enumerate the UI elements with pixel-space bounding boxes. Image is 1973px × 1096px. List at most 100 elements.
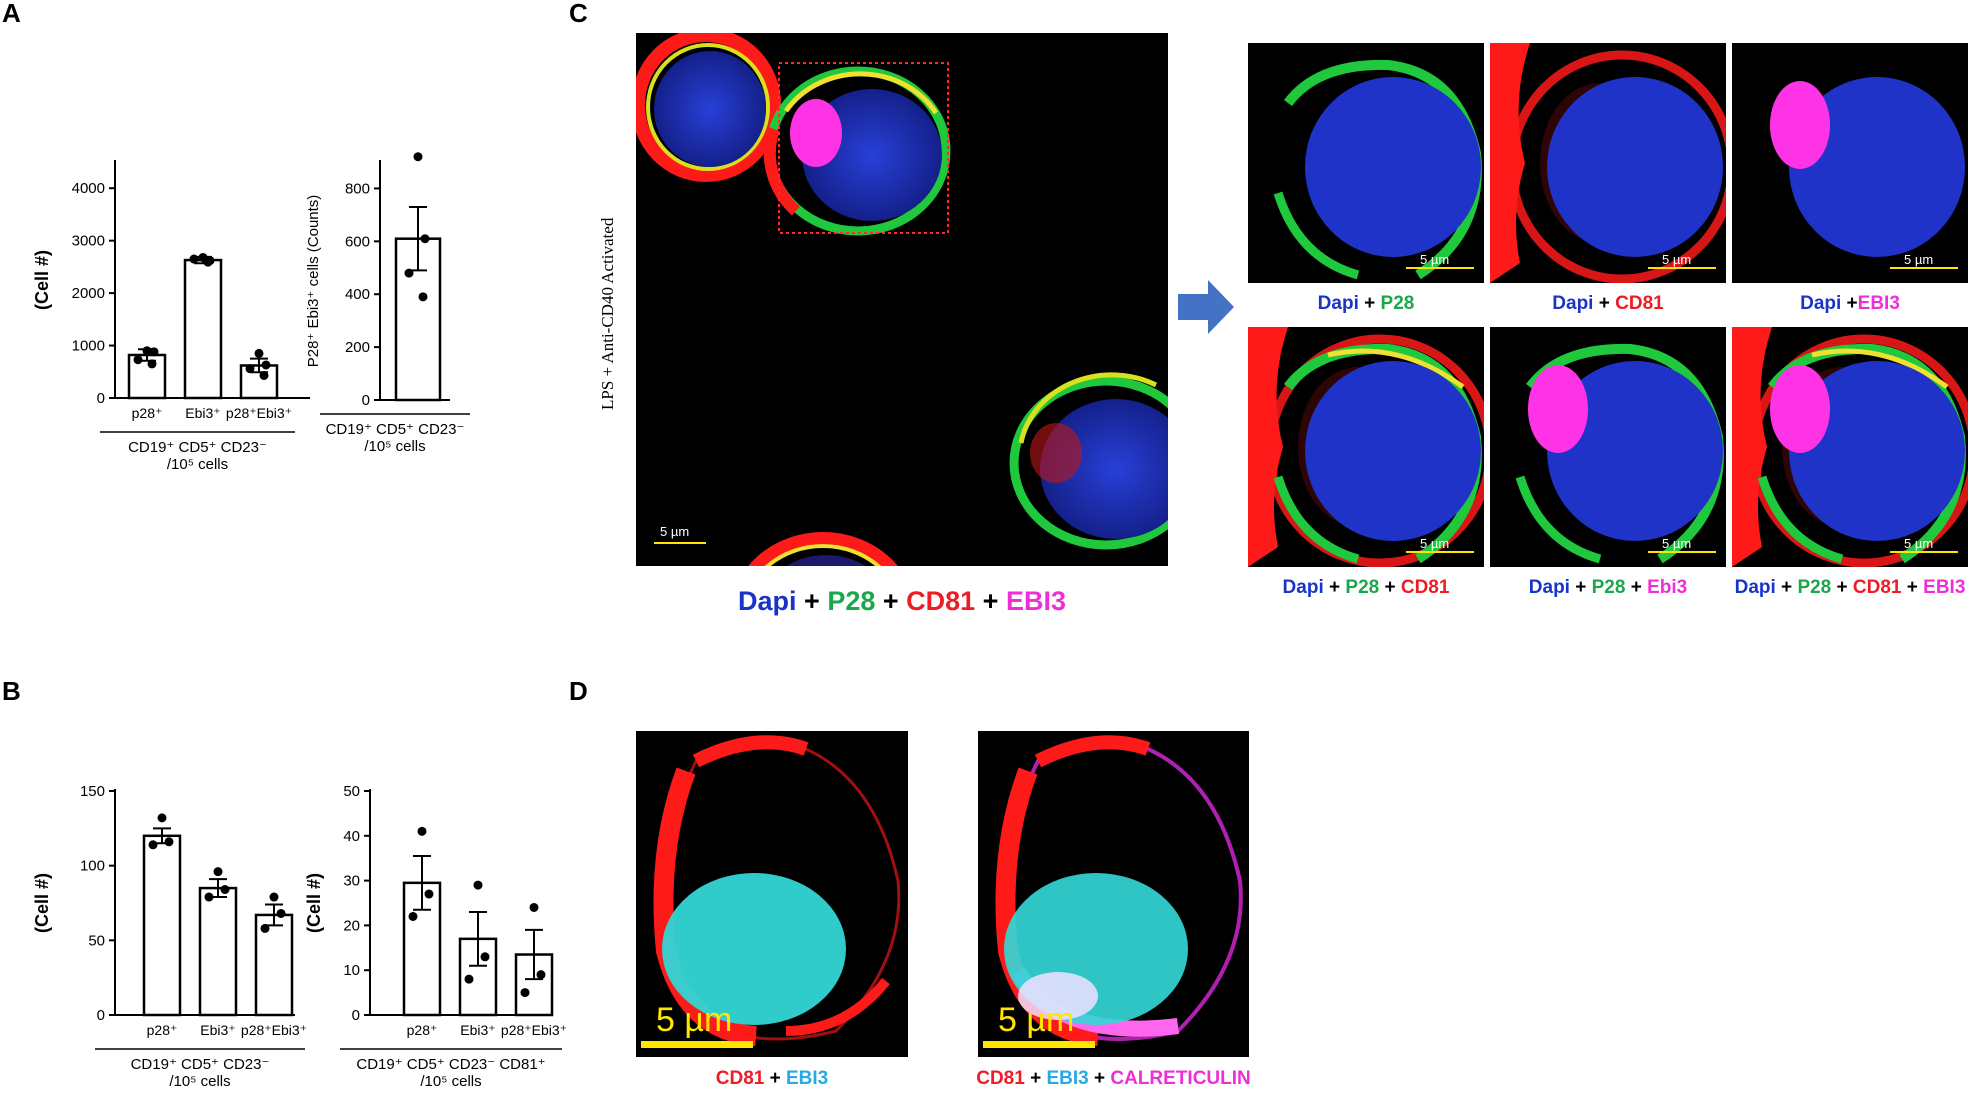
scale-bar-label: 5 µm xyxy=(1420,536,1450,551)
scale-bar xyxy=(641,1041,753,1048)
y-axis-label: (Cell #) xyxy=(304,873,324,933)
micrograph-c-tile-4: 5 µm xyxy=(1248,327,1484,567)
category-label: p28⁺ xyxy=(132,405,163,421)
data-point xyxy=(157,813,167,823)
y-tick-label: 10 xyxy=(343,962,360,979)
y-tick-label: 0 xyxy=(362,392,370,409)
caption-part: P28 xyxy=(1380,293,1415,314)
category-label: Ebi3⁺ xyxy=(185,405,220,421)
y-tick-label: 2000 xyxy=(72,285,105,302)
caption-part: CD81 xyxy=(1615,293,1664,314)
caption-part: + xyxy=(1323,577,1346,598)
caption-part: Dapi xyxy=(1528,577,1570,598)
caption-part: CD81 xyxy=(906,586,976,616)
y-axis-label: (Cell #) xyxy=(32,250,52,310)
caption-part: + xyxy=(796,586,828,616)
micrograph-c-tile-caption: Dapi + P28 + CD81 + EBI3 xyxy=(1712,577,1973,599)
scale-bar xyxy=(1890,551,1958,553)
group-label: CD19⁺ CD5⁺ CD23⁻ xyxy=(326,421,465,438)
arrow-right-icon xyxy=(1178,280,1234,334)
micrograph-c-tile-caption: Dapi +EBI3 xyxy=(1712,293,1973,315)
caption-part: + xyxy=(764,1068,786,1089)
selection-box xyxy=(778,62,949,234)
y-tick-label: 150 xyxy=(80,783,105,800)
data-point xyxy=(413,152,423,162)
data-point xyxy=(261,360,271,370)
caption-part: + xyxy=(975,586,1006,616)
bar xyxy=(142,834,182,1017)
data-point xyxy=(148,840,158,850)
y-tick-label: 50 xyxy=(343,783,360,800)
caption-part: Dapi xyxy=(1552,293,1594,314)
caption-part: P28 xyxy=(1345,577,1380,598)
caption-part: + xyxy=(1379,577,1401,598)
scale-bar xyxy=(983,1041,1095,1048)
micrograph-c-tile-image xyxy=(1732,327,1968,567)
scale-bar xyxy=(1648,551,1716,553)
y-tick-label: 4000 xyxy=(72,180,105,197)
micrograph-c-tile-caption: Dapi + P28 + CD81 xyxy=(1228,577,1504,599)
caption-part: Dapi xyxy=(1800,293,1842,314)
data-point xyxy=(164,837,174,847)
scale-bar-label: 5 µm xyxy=(1662,536,1692,551)
micrograph-d-right-image xyxy=(995,735,1243,1046)
y-axis-label: (Cell #) xyxy=(32,873,52,933)
micrograph-d-left-image xyxy=(653,735,901,1046)
caption-part: Ebi3 xyxy=(1647,577,1688,598)
data-point xyxy=(276,908,286,918)
data-point xyxy=(220,885,230,895)
caption-part: EBI3 xyxy=(1857,293,1900,314)
caption-part: CALRETICULIN xyxy=(1110,1068,1251,1089)
micrograph-c-tile-2: 5 µm xyxy=(1490,43,1726,283)
caption-part: EBI3 xyxy=(785,1068,829,1089)
caption-part: + xyxy=(1569,577,1592,598)
group-label: CD19⁺ CD5⁺ CD23⁻ xyxy=(128,439,267,456)
micrograph-c-main-caption: Dapi + P28 + CD81 + EBI3 xyxy=(636,586,1168,617)
caption-part: + xyxy=(1358,293,1381,314)
data-point xyxy=(464,974,474,984)
caption-part: Dapi xyxy=(738,586,797,616)
panel-letter-d: D xyxy=(569,676,588,706)
micrograph-c-main-image xyxy=(636,33,1168,566)
chart-a-double-positive: 0 200 400 600 800 P28⁺ Ebi3⁺ cells (Counts) CD… xyxy=(305,152,470,455)
micrograph-c-tile-image xyxy=(1770,77,1965,257)
micrograph-d-left: 5 µm xyxy=(636,731,908,1057)
caption-part: P28 xyxy=(827,586,876,616)
caption-part: CD81 xyxy=(1400,577,1450,598)
group-label: /10⁵ cells xyxy=(169,1073,230,1090)
scale-bar xyxy=(1890,267,1958,269)
data-point xyxy=(424,889,434,899)
micrograph-c-tile-caption: Dapi + P28 + Ebi3 xyxy=(1470,577,1746,599)
caption-part: Dapi xyxy=(1317,293,1359,314)
scale-bar-label: 5 µm xyxy=(1904,536,1934,551)
y-tick-label: 100 xyxy=(80,858,105,875)
caption-part: + xyxy=(1775,577,1798,598)
group-label: CD19⁺ CD5⁺ CD23⁻ xyxy=(131,1056,270,1073)
category-label: Ebi3⁺ xyxy=(200,1022,235,1038)
data-point xyxy=(408,911,418,921)
caption-part: + xyxy=(1625,577,1648,598)
micrograph-c-tile-6: 5 µm xyxy=(1732,327,1968,567)
caption-part: + xyxy=(1841,293,1858,314)
panel-c-side-label: LPS + Anti-CD40 Activated xyxy=(598,217,617,410)
scale-bar-label: 5 µm xyxy=(656,1001,733,1039)
y-tick-label: 400 xyxy=(345,286,370,303)
caption-part: P28 xyxy=(1591,577,1626,598)
data-point xyxy=(420,234,430,244)
y-axis-label: P28⁺ Ebi3⁺ cells (Counts) xyxy=(305,195,322,368)
data-point xyxy=(529,902,539,912)
micrograph-d-right: 5 µm xyxy=(978,731,1249,1057)
caption-part: EBI3 xyxy=(1046,1068,1089,1089)
y-tick-label: 50 xyxy=(88,932,105,949)
micrograph-c-tile-caption: Dapi + P28 xyxy=(1228,293,1504,315)
scale-bar xyxy=(654,542,706,544)
scale-bar xyxy=(1648,267,1716,269)
data-point xyxy=(260,923,270,933)
y-tick-label: 0 xyxy=(97,1007,105,1024)
micrograph-c-tile-image xyxy=(1273,59,1482,280)
category-label: Ebi3⁺ xyxy=(460,1022,495,1038)
data-point xyxy=(254,348,264,358)
group-label: /10⁵ cells xyxy=(420,1073,481,1090)
panel-letter-c: C xyxy=(569,0,588,28)
